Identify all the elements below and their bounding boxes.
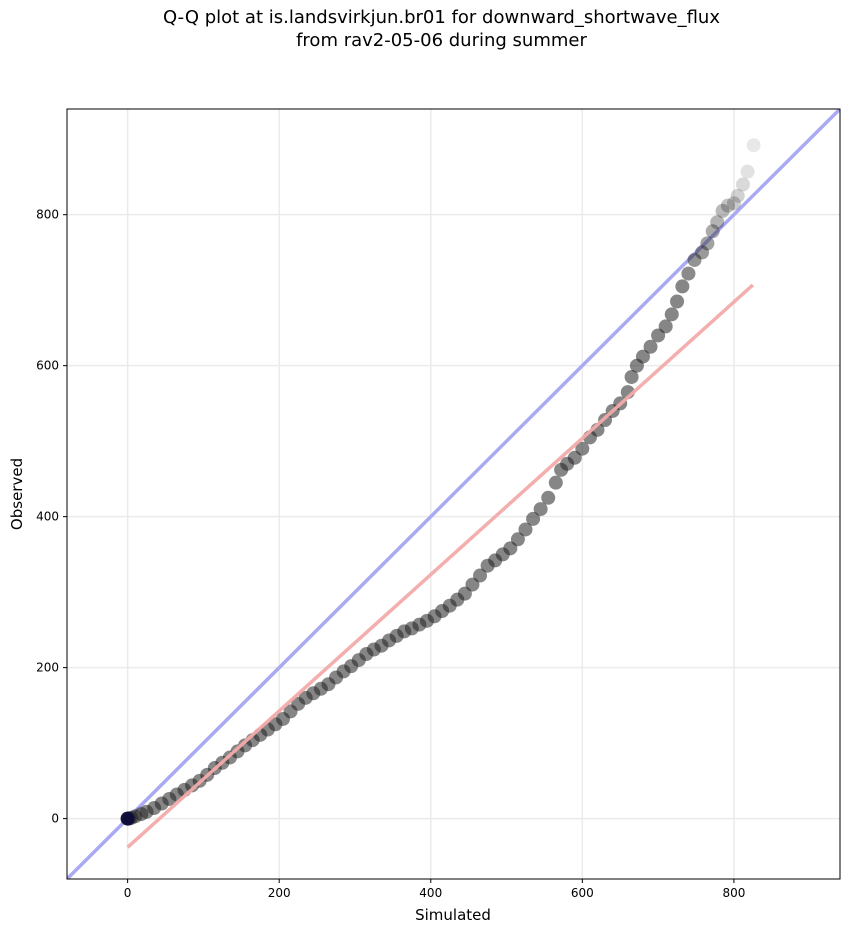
- x-tick-label: 400: [419, 886, 442, 900]
- data-point: [746, 138, 761, 153]
- data-point: [695, 245, 710, 260]
- data-points: [120, 138, 761, 826]
- data-point: [664, 307, 679, 322]
- data-point: [635, 349, 650, 364]
- data-point: [658, 319, 673, 334]
- data-point: [575, 441, 590, 456]
- data-point: [533, 502, 548, 517]
- data-point: [548, 475, 563, 490]
- grid-lines: [67, 109, 840, 879]
- x-axis-label: Simulated: [415, 906, 491, 924]
- data-point: [643, 339, 658, 354]
- y-tick-label: 800: [36, 208, 59, 222]
- y-axis-ticks: 0 200 400 600 800: [36, 208, 67, 826]
- data-point: [624, 369, 639, 384]
- plot-frame: [66, 108, 841, 880]
- y-tick-label: 600: [36, 359, 59, 373]
- x-tick-label: 800: [722, 886, 745, 900]
- data-point: [720, 198, 735, 213]
- data-point: [120, 811, 135, 826]
- data-point: [541, 490, 556, 505]
- data-point: [687, 252, 702, 267]
- data-point: [681, 266, 696, 281]
- chart-title: Q-Q plot at is.landsvirkjun.br01 for dow…: [163, 7, 720, 28]
- data-point: [740, 164, 755, 179]
- data-point: [473, 568, 488, 583]
- data-point: [726, 196, 741, 211]
- data-point: [518, 522, 533, 537]
- x-axis-ticks: 0 200 400 600 800: [124, 879, 745, 900]
- data-point: [670, 294, 685, 309]
- x-tick-label: 200: [268, 886, 291, 900]
- y-tick-label: 400: [36, 510, 59, 524]
- x-tick-label: 0: [124, 886, 132, 900]
- y-tick-label: 200: [36, 661, 59, 675]
- data-point: [735, 177, 750, 192]
- data-point: [710, 215, 725, 230]
- y-axis-label: Observed: [8, 458, 26, 530]
- data-point: [730, 188, 745, 203]
- data-point: [715, 203, 730, 218]
- reference-line: [67, 109, 840, 879]
- data-point: [675, 279, 690, 294]
- data-point: [526, 511, 541, 526]
- chart-title-block: Q-Q plot at is.landsvirkjun.br01 for dow…: [0, 6, 851, 52]
- data-point: [510, 532, 525, 547]
- fit-line: [126, 283, 755, 849]
- chart-subtitle: from rav2-05-06 during summer: [296, 30, 587, 51]
- data-point: [705, 224, 720, 239]
- y-tick-label: 0: [51, 812, 59, 826]
- x-tick-label: 600: [571, 886, 594, 900]
- data-point: [700, 236, 715, 251]
